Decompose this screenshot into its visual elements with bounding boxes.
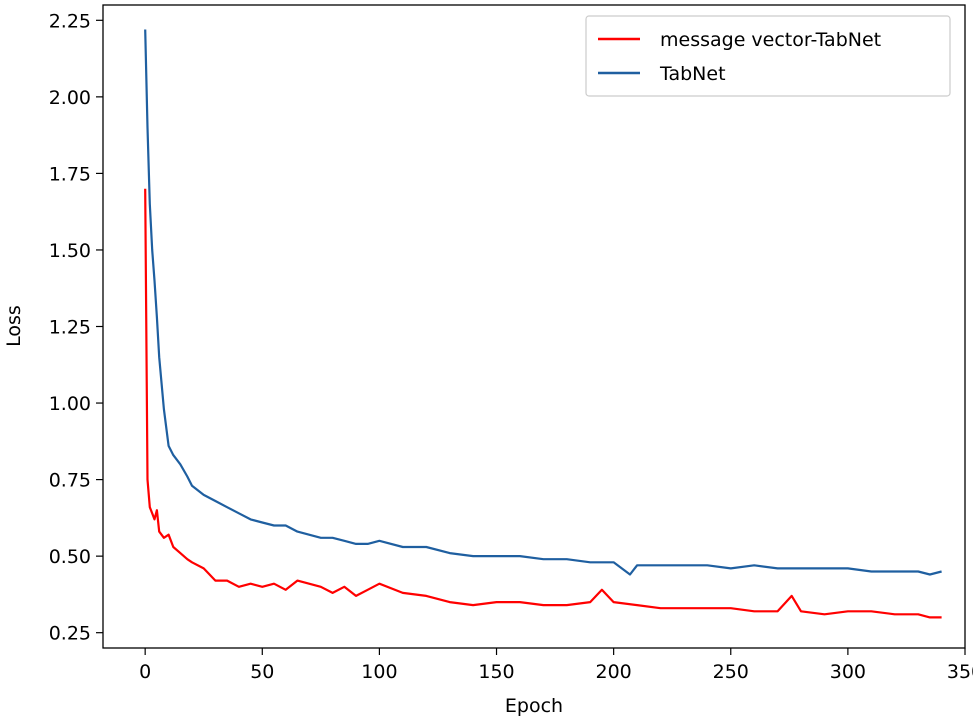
y-tick-label: 1.75 bbox=[49, 163, 91, 185]
x-tick-label: 250 bbox=[713, 661, 749, 683]
legend-box bbox=[585, 15, 951, 97]
series-line-tabnet bbox=[144, 29, 942, 576]
x-tick-label: 100 bbox=[361, 661, 397, 683]
x-tick-label: 350 bbox=[947, 661, 973, 683]
y-tick-label: 1.00 bbox=[49, 393, 91, 415]
y-tick-label: 0.75 bbox=[49, 470, 91, 492]
x-axis-label: Epoch bbox=[505, 695, 563, 717]
y-tick-label: 0.50 bbox=[49, 546, 91, 568]
y-axis-label: Loss bbox=[3, 305, 25, 347]
legend-label-tabnet: TabNet bbox=[659, 63, 726, 85]
plot-area-frame bbox=[102, 4, 966, 649]
y-tick-label: 1.25 bbox=[49, 317, 91, 339]
y-tick-label: 0.25 bbox=[49, 623, 91, 645]
x-tick-label: 200 bbox=[596, 661, 632, 683]
legend: message vector-TabNet TabNet bbox=[585, 15, 951, 97]
x-tick-label: 150 bbox=[478, 661, 514, 683]
y-tick-label: 2.25 bbox=[49, 10, 91, 32]
y-tick-label: 2.00 bbox=[49, 87, 91, 109]
x-tick-label: 300 bbox=[830, 661, 866, 683]
series-lines bbox=[144, 29, 942, 619]
x-tick-label: 50 bbox=[250, 661, 274, 683]
x-tick-label: 0 bbox=[139, 661, 151, 683]
x-axis-ticks: 0 50 100 150 200 250 300 350 bbox=[139, 648, 973, 683]
y-axis-ticks: 0.25 0.50 0.75 1.00 1.25 1.50 1.75 2.00 2.25 bbox=[49, 10, 103, 645]
series-line-message-vector-tabnet bbox=[144, 188, 942, 619]
legend-label-message-vector-tabnet: message vector-TabNet bbox=[660, 29, 881, 51]
y-tick-label: 1.50 bbox=[49, 240, 91, 262]
